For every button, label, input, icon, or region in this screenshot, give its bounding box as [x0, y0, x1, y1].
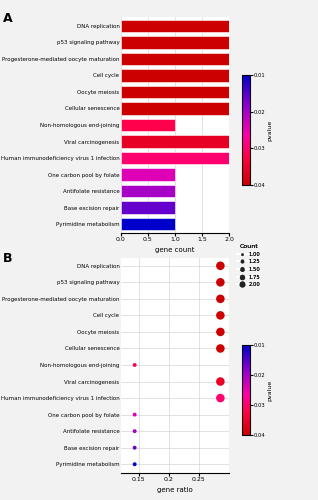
- Point: [132, 444, 137, 452]
- Point: [218, 378, 223, 386]
- Y-axis label: pvalue: pvalue: [267, 120, 272, 141]
- Bar: [121, 202, 175, 214]
- Point: [132, 361, 137, 369]
- Bar: [121, 52, 229, 65]
- Bar: [121, 119, 175, 131]
- Legend: 1.00, 1.25, 1.50, 1.75, 2.00: 1.00, 1.25, 1.50, 1.75, 2.00: [236, 243, 261, 288]
- Bar: [121, 136, 229, 147]
- Bar: [121, 185, 175, 198]
- Y-axis label: pvalue: pvalue: [267, 380, 272, 400]
- Point: [218, 344, 223, 352]
- Point: [132, 427, 137, 435]
- Bar: [121, 102, 229, 115]
- Point: [218, 328, 223, 336]
- Point: [218, 295, 223, 303]
- Point: [218, 312, 223, 320]
- Bar: [121, 168, 175, 181]
- Bar: [121, 36, 229, 48]
- Point: [132, 410, 137, 418]
- Point: [132, 460, 137, 468]
- Text: A: A: [3, 12, 13, 26]
- Point: [218, 278, 223, 286]
- Bar: [121, 86, 229, 98]
- X-axis label: gene ratio: gene ratio: [157, 487, 193, 493]
- Bar: [121, 218, 175, 230]
- Bar: [121, 152, 229, 164]
- Text: B: B: [3, 252, 13, 266]
- Bar: [121, 20, 229, 32]
- Point: [218, 394, 223, 402]
- Point: [218, 262, 223, 270]
- Bar: [121, 69, 229, 82]
- X-axis label: gene count: gene count: [155, 247, 195, 253]
